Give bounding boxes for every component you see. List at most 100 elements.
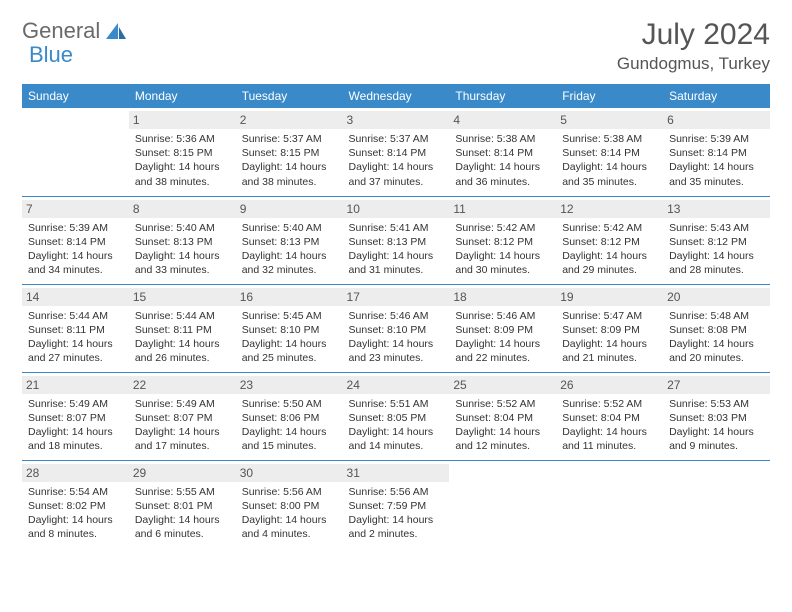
weekday-header: Thursday <box>449 84 556 108</box>
day-number: 6 <box>663 111 770 129</box>
calendar-day: 22 Sunrise: 5:49 AMSunset: 8:07 PMDayligh… <box>129 372 236 460</box>
month-title: July 2024 <box>617 18 770 52</box>
calendar-day: 2 Sunrise: 5:37 AMSunset: 8:15 PMDaylight… <box>236 108 343 196</box>
calendar-day: 8 Sunrise: 5:40 AMSunset: 8:13 PMDaylight… <box>129 196 236 284</box>
day-number: 31 <box>343 464 450 482</box>
calendar-day: 7Sunrise: 5:39 AMSunset: 8:14 PMDaylight… <box>22 196 129 284</box>
calendar-day: 20 Sunrise: 5:48 AMSunset: 8:08 PMDayligh… <box>663 284 770 372</box>
day-number: 17 <box>343 288 450 306</box>
calendar-row: 28 Sunrise: 5:54 AMSunset: 8:02 PMDayligh… <box>22 460 770 548</box>
day-number: 11 <box>449 200 556 218</box>
day-text: Sunrise: 5:40 AMSunset: 8:13 PMDaylight:… <box>135 221 230 278</box>
day-text: Sunrise: 5:48 AMSunset: 8:08 PMDaylight:… <box>669 309 764 366</box>
day-number: 28 <box>22 464 129 482</box>
day-text: Sunrise: 5:47 AMSunset: 8:09 PMDaylight:… <box>562 309 657 366</box>
calendar-day: 12 Sunrise: 5:42 AMSunset: 8:12 PMDayligh… <box>556 196 663 284</box>
calendar-day: 10 Sunrise: 5:41 AMSunset: 8:13 PMDayligh… <box>343 196 450 284</box>
day-number: 19 <box>556 288 663 306</box>
logo-word2: Blue <box>29 42 73 68</box>
calendar-day: 26 Sunrise: 5:52 AMSunset: 8:04 PMDayligh… <box>556 372 663 460</box>
day-text: Sunrise: 5:51 AMSunset: 8:05 PMDaylight:… <box>349 397 444 454</box>
day-number: 10 <box>343 200 450 218</box>
day-number: 24 <box>343 376 450 394</box>
day-text: Sunrise: 5:49 AMSunset: 8:07 PMDaylight:… <box>135 397 230 454</box>
day-text: Sunrise: 5:42 AMSunset: 8:12 PMDaylight:… <box>562 221 657 278</box>
day-number: 13 <box>663 200 770 218</box>
calendar-day: 28 Sunrise: 5:54 AMSunset: 8:02 PMDayligh… <box>22 460 129 548</box>
calendar-row: 1 Sunrise: 5:36 AMSunset: 8:15 PMDaylight… <box>22 108 770 196</box>
day-text: Sunrise: 5:44 AMSunset: 8:11 PMDaylight:… <box>28 309 123 366</box>
calendar-day: 11 Sunrise: 5:42 AMSunset: 8:12 PMDayligh… <box>449 196 556 284</box>
day-number: 1 <box>129 111 236 129</box>
weekday-header: Monday <box>129 84 236 108</box>
calendar-row: 21 Sunrise: 5:49 AMSunset: 8:07 PMDayligh… <box>22 372 770 460</box>
day-number: 15 <box>129 288 236 306</box>
calendar-day: 24 Sunrise: 5:51 AMSunset: 8:05 PMDayligh… <box>343 372 450 460</box>
day-number: 26 <box>556 376 663 394</box>
calendar-day: 17 Sunrise: 5:46 AMSunset: 8:10 PMDayligh… <box>343 284 450 372</box>
day-number: 12 <box>556 200 663 218</box>
calendar-empty <box>22 108 129 196</box>
day-text: Sunrise: 5:56 AMSunset: 8:00 PMDaylight:… <box>242 485 337 542</box>
day-number: 25 <box>449 376 556 394</box>
day-number: 29 <box>129 464 236 482</box>
day-number: 23 <box>236 376 343 394</box>
day-text: Sunrise: 5:55 AMSunset: 8:01 PMDaylight:… <box>135 485 230 542</box>
weekday-header: Friday <box>556 84 663 108</box>
day-number: 14 <box>22 288 129 306</box>
weekday-header: Wednesday <box>343 84 450 108</box>
day-number: 21 <box>22 376 129 394</box>
calendar-day: 15 Sunrise: 5:44 AMSunset: 8:11 PMDayligh… <box>129 284 236 372</box>
day-text: Sunrise: 5:56 AMSunset: 7:59 PMDaylight:… <box>349 485 444 542</box>
day-text: Sunrise: 5:46 AMSunset: 8:09 PMDaylight:… <box>455 309 550 366</box>
day-number: 22 <box>129 376 236 394</box>
day-text: Sunrise: 5:43 AMSunset: 8:12 PMDaylight:… <box>669 221 764 278</box>
calendar-row: 7Sunrise: 5:39 AMSunset: 8:14 PMDaylight… <box>22 196 770 284</box>
day-text: Sunrise: 5:39 AMSunset: 8:14 PMDaylight:… <box>669 132 764 189</box>
day-text: Sunrise: 5:37 AMSunset: 8:15 PMDaylight:… <box>242 132 337 189</box>
calendar-day: 9 Sunrise: 5:40 AMSunset: 8:13 PMDaylight… <box>236 196 343 284</box>
day-number: 8 <box>129 200 236 218</box>
calendar-empty <box>556 460 663 548</box>
day-number: 9 <box>236 200 343 218</box>
calendar-day: 23 Sunrise: 5:50 AMSunset: 8:06 PMDayligh… <box>236 372 343 460</box>
calendar-day: 13 Sunrise: 5:43 AMSunset: 8:12 PMDayligh… <box>663 196 770 284</box>
weekday-header: Tuesday <box>236 84 343 108</box>
calendar-day: 19 Sunrise: 5:47 AMSunset: 8:09 PMDayligh… <box>556 284 663 372</box>
calendar-empty <box>663 460 770 548</box>
logo-word1: General <box>22 18 100 44</box>
day-text: Sunrise: 5:42 AMSunset: 8:12 PMDaylight:… <box>455 221 550 278</box>
day-number: 4 <box>449 111 556 129</box>
day-number: 20 <box>663 288 770 306</box>
weekday-header: Sunday <box>22 84 129 108</box>
day-text: Sunrise: 5:49 AMSunset: 8:07 PMDaylight:… <box>28 397 123 454</box>
day-text: Sunrise: 5:45 AMSunset: 8:10 PMDaylight:… <box>242 309 337 366</box>
day-text: Sunrise: 5:36 AMSunset: 8:15 PMDaylight:… <box>135 132 230 189</box>
calendar-day: 1 Sunrise: 5:36 AMSunset: 8:15 PMDaylight… <box>129 108 236 196</box>
day-text: Sunrise: 5:37 AMSunset: 8:14 PMDaylight:… <box>349 132 444 189</box>
day-number: 2 <box>236 111 343 129</box>
calendar-row: 14 Sunrise: 5:44 AMSunset: 8:11 PMDayligh… <box>22 284 770 372</box>
day-text: Sunrise: 5:52 AMSunset: 8:04 PMDaylight:… <box>562 397 657 454</box>
calendar-empty <box>449 460 556 548</box>
day-text: Sunrise: 5:40 AMSunset: 8:13 PMDaylight:… <box>242 221 337 278</box>
day-number: 7 <box>22 200 129 218</box>
calendar-table: SundayMondayTuesdayWednesdayThursdayFrid… <box>22 84 770 548</box>
day-text: Sunrise: 5:44 AMSunset: 8:11 PMDaylight:… <box>135 309 230 366</box>
calendar-body: 1 Sunrise: 5:36 AMSunset: 8:15 PMDaylight… <box>22 108 770 548</box>
calendar-day: 18Sunrise: 5:46 AMSunset: 8:09 PMDayligh… <box>449 284 556 372</box>
day-number: 30 <box>236 464 343 482</box>
day-text: Sunrise: 5:41 AMSunset: 8:13 PMDaylight:… <box>349 221 444 278</box>
calendar-day: 14 Sunrise: 5:44 AMSunset: 8:11 PMDayligh… <box>22 284 129 372</box>
calendar-day: 31 Sunrise: 5:56 AMSunset: 7:59 PMDayligh… <box>343 460 450 548</box>
day-number: 5 <box>556 111 663 129</box>
weekday-header-row: SundayMondayTuesdayWednesdayThursdayFrid… <box>22 84 770 108</box>
day-text: Sunrise: 5:38 AMSunset: 8:14 PMDaylight:… <box>455 132 550 189</box>
header: General July 2024 Gundogmus, Turkey <box>22 18 770 74</box>
calendar-day: 21 Sunrise: 5:49 AMSunset: 8:07 PMDayligh… <box>22 372 129 460</box>
day-text: Sunrise: 5:46 AMSunset: 8:10 PMDaylight:… <box>349 309 444 366</box>
day-number: 3 <box>343 111 450 129</box>
day-text: Sunrise: 5:50 AMSunset: 8:06 PMDaylight:… <box>242 397 337 454</box>
day-text: Sunrise: 5:54 AMSunset: 8:02 PMDaylight:… <box>28 485 123 542</box>
calendar-day: 5Sunrise: 5:38 AMSunset: 8:14 PMDaylight… <box>556 108 663 196</box>
